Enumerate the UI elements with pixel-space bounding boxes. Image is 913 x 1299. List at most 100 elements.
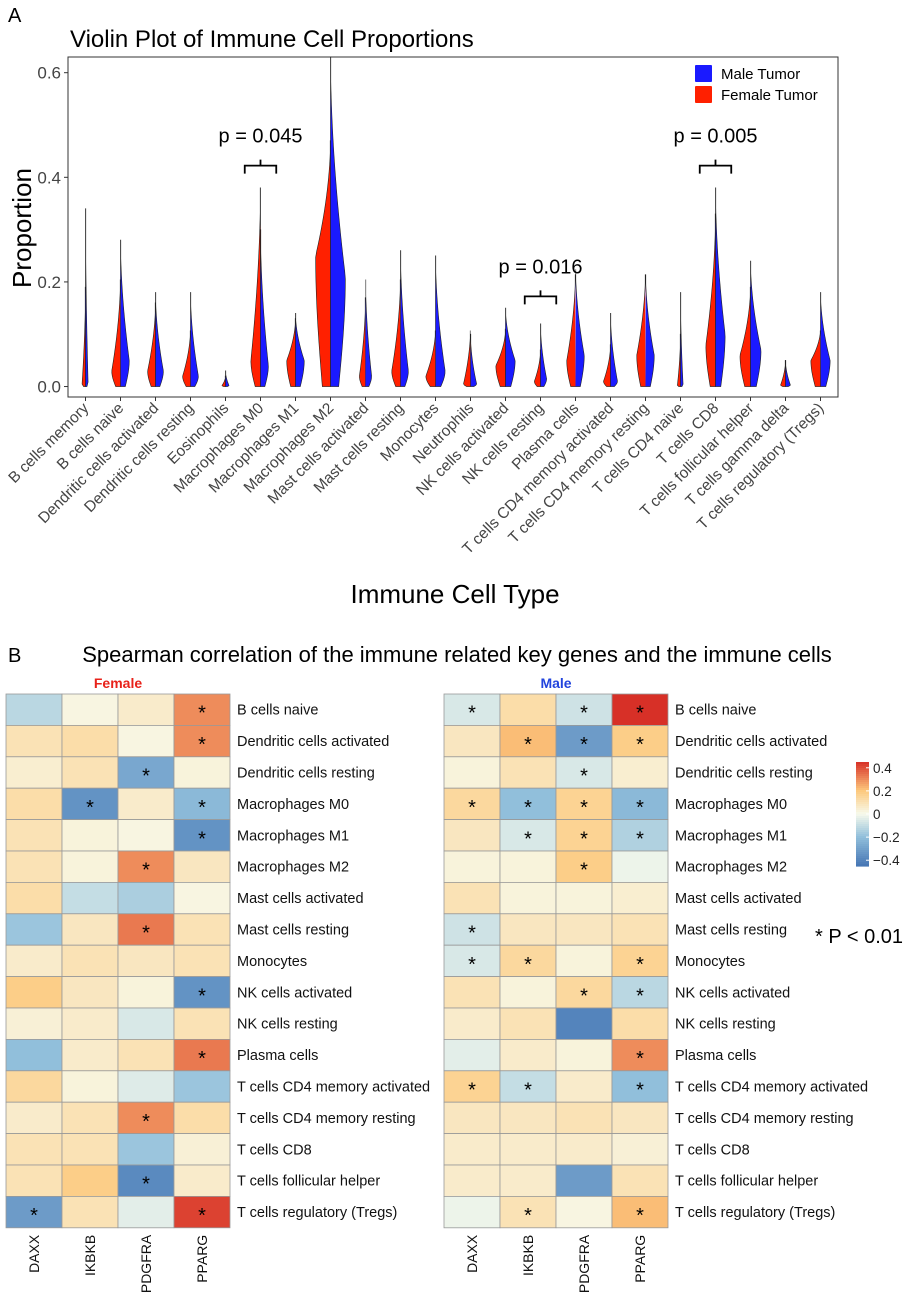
significance-star: * <box>198 797 206 819</box>
heatmap-cell <box>173 1101 231 1134</box>
heatmap-cell <box>555 882 613 915</box>
heatmap-row-label: Plasma cells <box>237 1048 318 1064</box>
heatmap-cell <box>61 882 119 915</box>
colorbar-segment <box>856 862 869 865</box>
significance-star: * <box>198 985 206 1007</box>
heatmap-row-label: NK cells resting <box>237 1017 338 1033</box>
heatmap-cell <box>117 1007 175 1040</box>
heatmap-cell <box>499 693 557 726</box>
significance-bracket <box>698 159 733 174</box>
heatmap-cell <box>61 1133 119 1166</box>
colorbar-segment <box>856 794 869 797</box>
heatmap-row-label: Macrophages M0 <box>237 797 349 813</box>
colorbar-segment <box>856 772 869 775</box>
colorbar-segment <box>856 776 869 779</box>
colorbar-segment <box>856 804 869 807</box>
significance-star: * <box>142 766 150 788</box>
heatmap-cell <box>611 882 669 915</box>
significance-star: * <box>524 1080 532 1102</box>
heatmap-col-label: PPARG <box>194 1235 210 1283</box>
heatmap-cell <box>611 976 669 1009</box>
colorbar-tick-label: −0.4 <box>873 853 900 868</box>
legend-label: Female Tumor <box>721 87 818 104</box>
colorbar-segment <box>856 816 869 819</box>
colorbar-segment <box>856 846 869 849</box>
heatmap-cell <box>443 1007 501 1040</box>
significance-star: * <box>142 1174 150 1196</box>
significance-star: * <box>524 1205 532 1227</box>
heatmap-cell <box>443 882 501 915</box>
heatmap-cell <box>611 787 669 821</box>
heatmap-cell <box>443 819 501 852</box>
colorbar-segment <box>856 808 869 811</box>
heatmap-row-label: Mast cells activated <box>237 891 364 907</box>
significance-bracket <box>243 159 278 174</box>
significance-star: * <box>198 828 206 850</box>
colorbar-segment <box>856 790 869 793</box>
heatmap-cell <box>555 1007 613 1040</box>
violin-female <box>250 187 261 387</box>
colorbar-segment <box>856 788 869 791</box>
heatmap-cell <box>499 1007 557 1040</box>
colorbar-segment <box>856 802 869 805</box>
heatmap-cell <box>5 1039 63 1072</box>
heatmap-cell <box>443 1101 501 1134</box>
colorbar-segment <box>856 860 869 863</box>
heatmap-cell <box>173 976 231 1009</box>
violin-male <box>680 292 684 387</box>
p-value-annotation: p = 0.016 <box>499 256 583 278</box>
heatmap-cell <box>61 787 119 821</box>
heatmap-cell <box>61 1196 119 1229</box>
heatmap-cell <box>5 850 63 883</box>
heatmap-row-label: NK cells resting <box>675 1017 776 1033</box>
violin-female <box>810 330 821 387</box>
heatmap-cell <box>61 976 119 1009</box>
y-tick-label: 0.6 <box>37 64 61 83</box>
colorbar-segment <box>856 830 869 833</box>
heatmap-cell <box>555 944 613 978</box>
colorbar-segment <box>856 832 869 835</box>
violin-male <box>120 239 130 387</box>
violin-female <box>463 330 471 387</box>
violin-female <box>315 140 331 387</box>
p-value-annotation: p = 0.045 <box>219 126 303 148</box>
heatmap-cell <box>173 882 231 915</box>
heatmap-cell <box>5 1133 63 1166</box>
significance-star: * <box>524 828 532 850</box>
violin-ylabel: Proportion <box>7 168 37 288</box>
heatmap-cell <box>117 944 175 978</box>
heatmap-cell <box>173 944 231 978</box>
heatmap-cell <box>555 693 613 726</box>
heatmap-row-label: T cells follicular helper <box>237 1174 380 1190</box>
violin-female <box>111 279 121 387</box>
colorbar-segment <box>856 822 869 825</box>
heatmap-cell <box>443 1133 501 1166</box>
heatmap-cell <box>611 693 669 726</box>
heatmap-cell <box>117 1133 175 1166</box>
heatmap-row-label: Mast cells activated <box>675 891 802 907</box>
heatmap-female: Female * * * * * * * * * * * * * * B cells naive Dendrit… <box>5 675 430 1293</box>
colorbar-segment <box>856 840 869 843</box>
violin-male <box>505 307 516 387</box>
heatmap-cell <box>499 787 557 821</box>
violin-female <box>286 318 296 387</box>
violin-female <box>81 286 86 387</box>
violin-female <box>780 360 786 387</box>
significance-star: * <box>580 985 588 1007</box>
colorbar-tick-label: 0.2 <box>873 784 892 799</box>
heatmap-cell <box>61 944 119 978</box>
heatmap-cell <box>499 1039 557 1072</box>
colorbar-segment <box>856 766 869 769</box>
heatmap-row-label: Mast cells resting <box>675 923 787 939</box>
heatmap-row-label: T cells CD8 <box>237 1142 312 1158</box>
heatmap-cell <box>5 693 63 726</box>
heatmap-cell <box>443 913 501 946</box>
heatmap-col-label: PPARG <box>632 1235 648 1283</box>
colorbar-segment <box>856 768 869 771</box>
heatmap-row-label: B cells naive <box>237 703 318 719</box>
violin-female <box>425 330 436 387</box>
plot-frame <box>67 56 839 398</box>
heatmap-title: Spearman correlation of the immune relat… <box>82 642 832 667</box>
colorbar-segment <box>856 820 869 823</box>
